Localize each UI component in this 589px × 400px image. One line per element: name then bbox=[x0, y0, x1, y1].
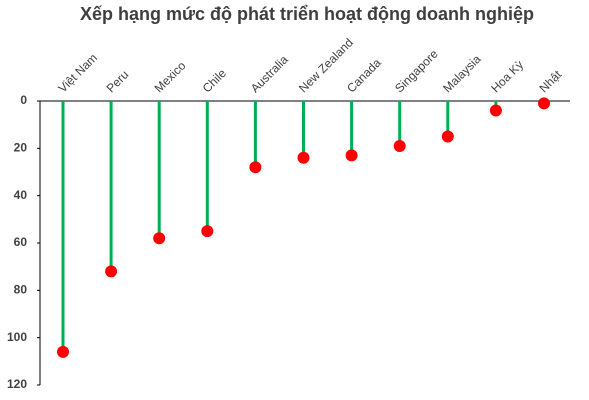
dot bbox=[153, 232, 166, 245]
dot bbox=[297, 151, 310, 164]
x-tick-label: Australia bbox=[248, 52, 291, 95]
dot bbox=[393, 139, 406, 152]
x-tick-label: Singapore bbox=[392, 47, 441, 96]
dot bbox=[489, 104, 502, 117]
y-tick-label: 80 bbox=[14, 283, 28, 297]
y-tick-label: 0 bbox=[20, 93, 27, 107]
x-tick-label: Nhật bbox=[536, 67, 564, 95]
dot bbox=[441, 130, 454, 143]
x-tick-label: Chile bbox=[200, 66, 229, 95]
x-tick-label: Việt Nam bbox=[55, 51, 100, 96]
x-tick-label: Hoa Kỳ bbox=[488, 58, 526, 96]
x-tick-label: Mexico bbox=[152, 58, 189, 95]
x-tick-label: Malaysia bbox=[440, 52, 484, 96]
dot bbox=[345, 149, 358, 162]
chart-title: Xếp hạng mức độ phát triển hoạt động doa… bbox=[80, 4, 534, 24]
y-tick-label: 20 bbox=[14, 141, 28, 155]
x-tick-label: Peru bbox=[104, 68, 132, 96]
y-tick-label: 100 bbox=[7, 330, 27, 344]
x-tick-label: Canada bbox=[344, 56, 384, 96]
dot bbox=[249, 161, 262, 174]
y-tick-label: 60 bbox=[14, 235, 28, 249]
dot bbox=[105, 265, 118, 278]
dot bbox=[201, 225, 214, 238]
y-tick-label: 120 bbox=[7, 377, 27, 391]
dot bbox=[57, 345, 69, 358]
y-tick-label: 40 bbox=[14, 188, 28, 202]
dot bbox=[538, 97, 550, 110]
